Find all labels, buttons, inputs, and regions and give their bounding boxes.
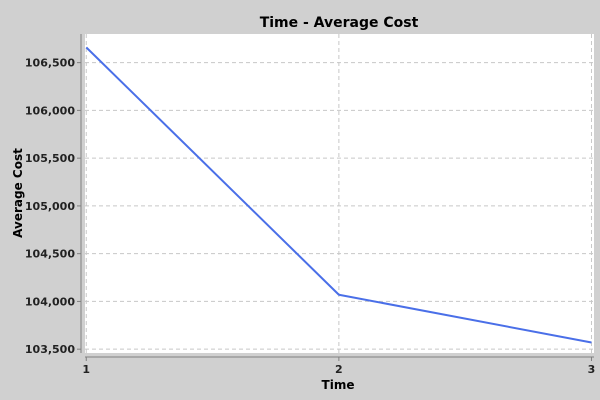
x-tick-label-0: 1: [82, 363, 90, 376]
plot-area: [85, 34, 594, 353]
y-axis-label: Average Cost: [11, 148, 25, 238]
x-axis-label: Time: [322, 378, 355, 392]
y-tick-label-5: 106,000: [25, 104, 75, 117]
series-layer: [85, 46, 592, 344]
y-tick-label-1: 104,000: [25, 295, 75, 308]
y-tick-label-4: 105,500: [25, 152, 75, 165]
y-tick-label-0: 103,500: [25, 343, 75, 356]
axes: [80, 34, 594, 358]
y-tick-label-6: 106,500: [25, 57, 75, 70]
x-tick-label-1: 2: [335, 363, 343, 376]
x-tick-label-2: 3: [588, 363, 596, 376]
y-tick-label-3: 105,000: [25, 200, 75, 213]
series-line-0: [85, 46, 592, 344]
chart-title: Time - Average Cost: [260, 15, 419, 31]
gridlines: [85, 34, 594, 353]
y-axis-ticks: 103,500 104,000 104,500 105,000 105,500 106,0…: [25, 57, 81, 356]
y-tick-label-2: 104,500: [25, 248, 75, 261]
x-axis-ticks: 1 2 3: [82, 357, 595, 376]
